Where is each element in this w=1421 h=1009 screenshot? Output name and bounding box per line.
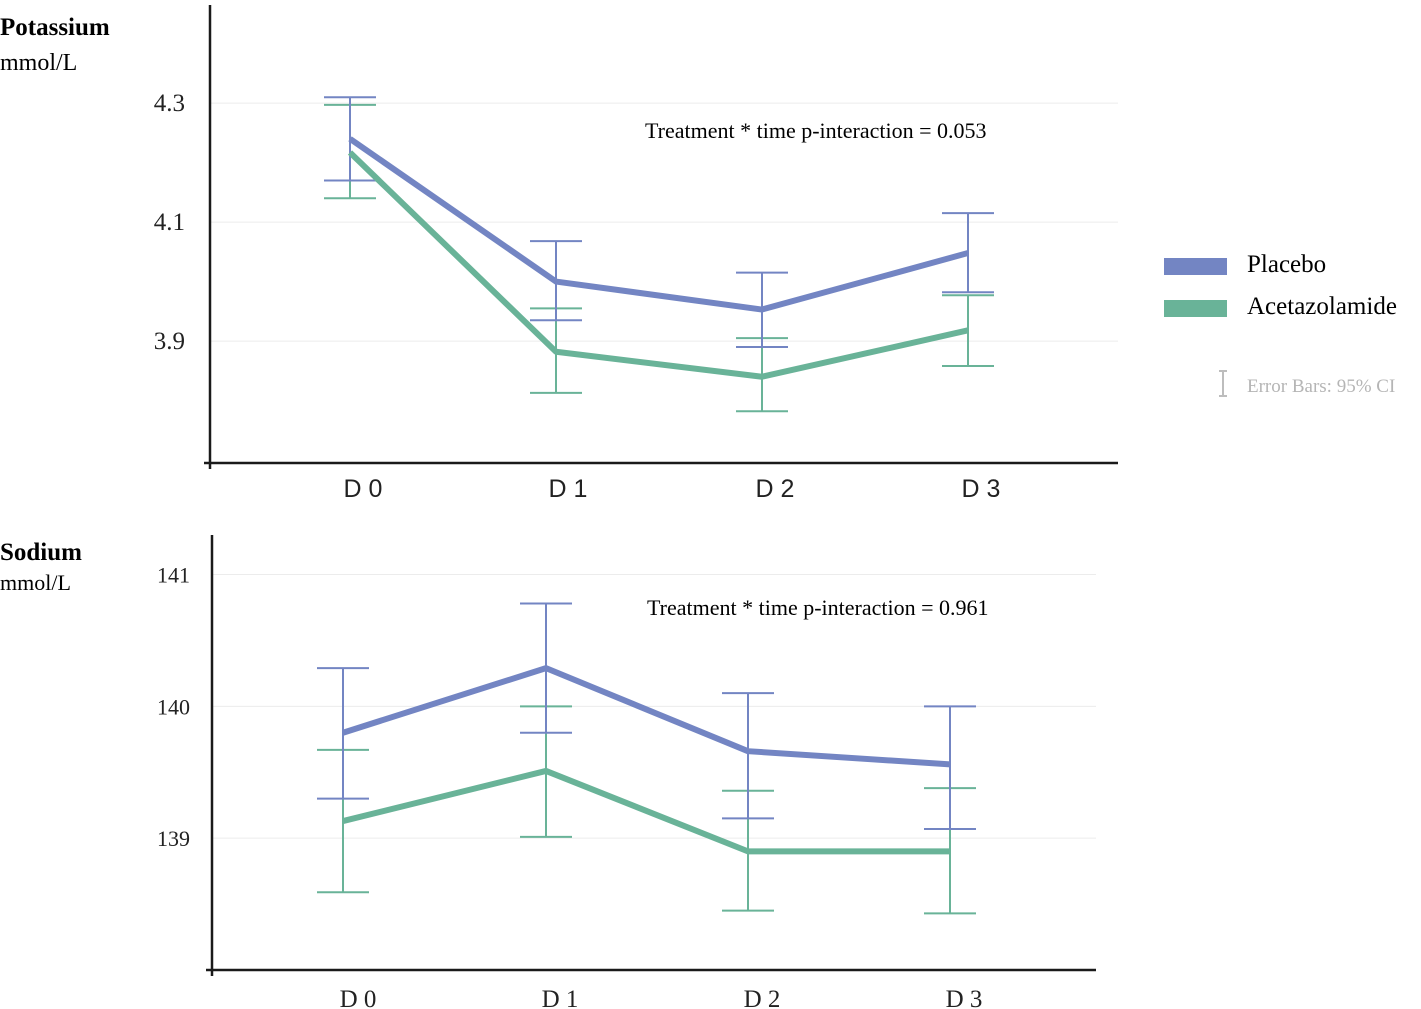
- potassium-x-tick-label: D 3: [962, 475, 1001, 503]
- error-bars-label: Error Bars: 95% CI: [1247, 376, 1395, 397]
- sodium-x-tick-label: D 2: [744, 986, 781, 1009]
- sodium-placebo-line: [342, 665, 951, 768]
- potassium-panel: 4.3 4.1 3.9 D 0 D 1 D 2 D 3: [154, 5, 1118, 503]
- legend-swatch-acetazolamide: [1164, 300, 1227, 317]
- potassium-p-annotation: Treatment * time p-interaction = 0.053: [645, 118, 987, 143]
- legend-swatch-placebo: [1164, 258, 1227, 275]
- potassium-x-tick-label: D 1: [549, 475, 588, 503]
- sodium-acetazolamide-line: [342, 767, 950, 855]
- sodium-placebo-error-bar: [317, 667, 369, 800]
- legend-label-acetazolamide: Acetazolamide: [1247, 293, 1397, 320]
- legend-label-placebo: Placebo: [1247, 251, 1326, 278]
- legend: Placebo Acetazolamide Error Bars: 95% CI: [1164, 251, 1397, 397]
- sodium-x-tick-label: D 0: [340, 986, 377, 1009]
- potassium-placebo-line: [348, 136, 969, 313]
- potassium-y-tick-label: 3.9: [154, 328, 185, 355]
- sodium-y-tick-label: 139: [157, 826, 190, 851]
- potassium-x-tick-label: D 0: [344, 475, 383, 503]
- sodium-y-tick-label: 140: [157, 694, 190, 719]
- sodium-title: Sodium: [0, 539, 82, 566]
- sodium-placebo-error-bar: [722, 692, 774, 820]
- sodium-x-tick-label: D 1: [542, 986, 579, 1009]
- potassium-x-tick-label: D 2: [756, 475, 795, 503]
- sodium-y-tick-label: 141: [157, 563, 190, 588]
- sodium-unit-label: mmol/L: [0, 570, 71, 595]
- sodium-x-tick-label: D 3: [946, 986, 983, 1009]
- potassium-y-tick-label: 4.1: [154, 209, 185, 236]
- error-bar-legend-icon: [1219, 370, 1227, 397]
- sodium-placebo-error-bar: [924, 705, 976, 830]
- potassium-placebo-error-bar: [942, 212, 994, 294]
- potassium-acetazolamide-line: [347, 150, 969, 380]
- sodium-p-annotation: Treatment * time p-interaction = 0.961: [647, 595, 989, 620]
- potassium-title: Potassium: [0, 14, 110, 41]
- potassium-y-tick-label: 4.3: [154, 90, 185, 117]
- sodium-panel: 141 140 139 D 0 D 1 D 2 D 3: [157, 535, 1096, 1009]
- potassium-unit-label: mmol/L: [0, 50, 77, 76]
